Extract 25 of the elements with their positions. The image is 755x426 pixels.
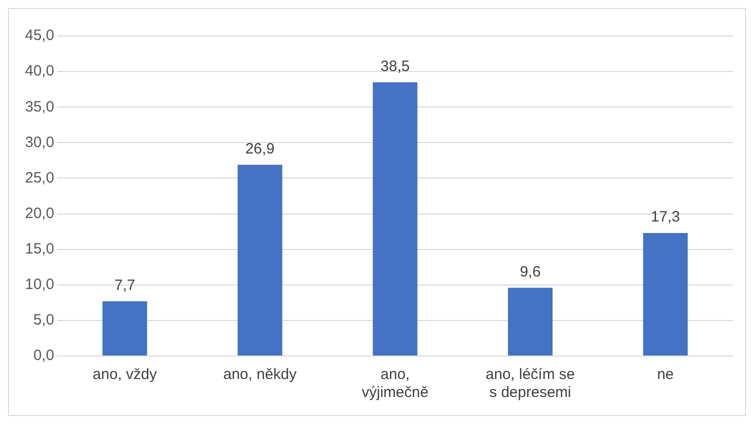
y-tick-label: 30,0: [24, 134, 54, 151]
bar: [508, 288, 553, 356]
y-tick-label: 40,0: [24, 62, 54, 80]
y-tick-label: 10,0: [24, 276, 54, 294]
bar: [238, 164, 282, 356]
y-tick-label: 35,0: [24, 98, 54, 116]
bar: [372, 82, 418, 356]
x-tick-label: ne: [657, 366, 674, 384]
y-tick-label: 20,0: [24, 204, 54, 222]
x-tick-label: ano, výjimečně: [362, 366, 428, 402]
bar: [643, 232, 688, 356]
x-tick-label: ano, léčím se s depresemi: [486, 366, 575, 402]
data-label: 17,3: [650, 208, 680, 226]
y-tick-label: 0,0: [33, 347, 54, 364]
data-label: 7,7: [114, 276, 136, 294]
data-label: 9,6: [520, 263, 541, 280]
y-tick-label: 5,0: [33, 312, 54, 329]
data-label: 26,9: [245, 140, 275, 158]
y-tick-label: 25,0: [24, 169, 54, 186]
data-label: 38,5: [380, 58, 410, 75]
x-tick-label: ano, někdy: [223, 366, 298, 384]
y-tick-label: 45,0: [24, 27, 54, 44]
bar: [102, 301, 148, 356]
y-tick-label: 15,0: [24, 240, 54, 258]
x-tick-label: ano, vždy: [92, 366, 158, 384]
